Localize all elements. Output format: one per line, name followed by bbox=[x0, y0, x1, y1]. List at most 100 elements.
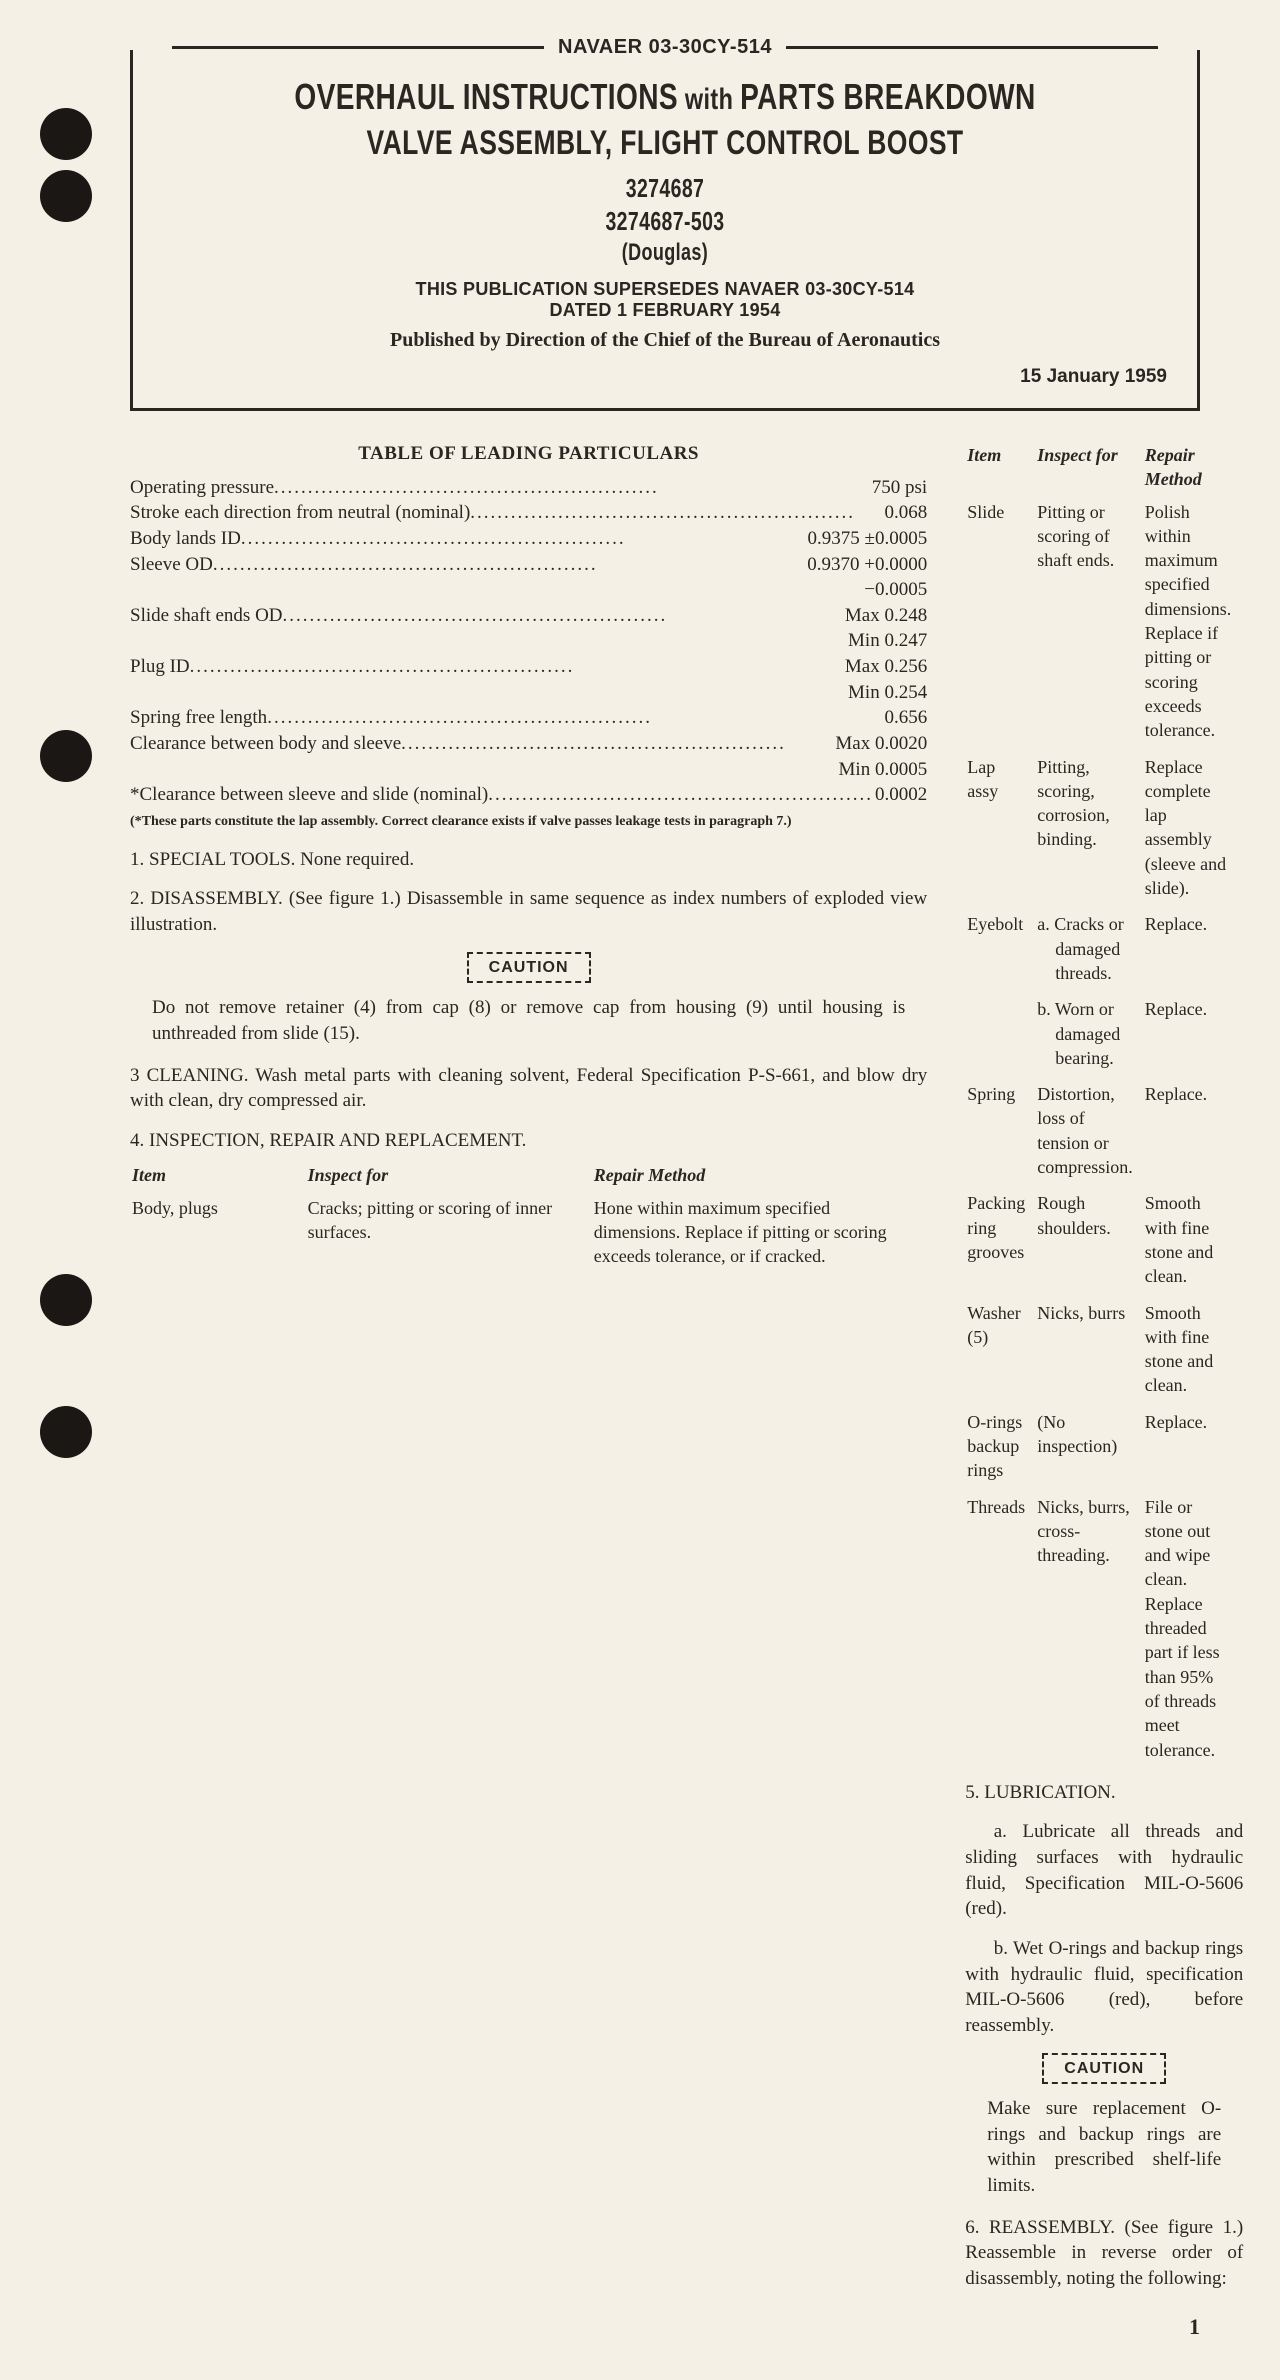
caution-box-1: CAUTION bbox=[130, 952, 927, 984]
title-line-1: OVERHAUL INSTRUCTIONS with PARTS BREAKDO… bbox=[273, 76, 1056, 118]
table-cell: Nicks, burrs, cross-threading. bbox=[1037, 1495, 1142, 1772]
particulars-row: Slide shaft ends OD Max 0.248 bbox=[130, 603, 927, 629]
title-part-b: PARTS BREAKDOWN bbox=[740, 76, 1035, 117]
col-inspect: Inspect for bbox=[1037, 443, 1142, 498]
table-cell: Cracks; pitting or scoring of inner surf… bbox=[308, 1196, 592, 1279]
table-cell: Nicks, burrs bbox=[1037, 1301, 1142, 1408]
table-cell: Smooth with fine stone and clean. bbox=[1145, 1191, 1242, 1298]
section-5a: a. Lubricate all threads and sliding sur… bbox=[965, 1819, 1243, 1922]
table-cell: Hone within maximum specified dimensions… bbox=[594, 1196, 925, 1279]
table-cell: Threads bbox=[967, 1495, 1035, 1772]
particulars-label: Sleeve OD bbox=[130, 552, 213, 578]
supersedes-line-1: THIS PUBLICATION SUPERSEDES NAVAER 03-30… bbox=[163, 279, 1167, 300]
table-cell: Eyebolt bbox=[967, 912, 1035, 995]
particulars-value: Max 0.248 bbox=[843, 603, 927, 629]
table-cell: Replace complete lap assembly (sleeve an… bbox=[1145, 755, 1242, 911]
title-box-header: NAVAER 03-30CY-514 bbox=[133, 36, 1197, 59]
punch-hole bbox=[40, 1406, 92, 1458]
leader-dots bbox=[213, 552, 805, 578]
table-cell: Polish within maximum specified dimensio… bbox=[1145, 500, 1242, 753]
part-number-2: 3274687-503 bbox=[289, 206, 1042, 237]
particulars-label: Slide shaft ends OD bbox=[130, 603, 283, 629]
particulars-label: Operating pressure bbox=[130, 475, 274, 501]
punch-hole bbox=[40, 170, 92, 222]
table-row: ThreadsNicks, burrs, cross-threading.Fil… bbox=[967, 1495, 1241, 1772]
table-cell: (No inspection) bbox=[1037, 1410, 1142, 1493]
table-row: b. Worn or damaged bearing.Replace. bbox=[967, 997, 1241, 1080]
particulars-sub-value: Min 0.247 bbox=[130, 628, 927, 654]
particulars-label: Body lands ID bbox=[130, 526, 241, 552]
table-row: SlidePitting or scoring of shaft ends.Po… bbox=[967, 500, 1241, 753]
document-id: NAVAER 03-30CY-514 bbox=[548, 36, 782, 58]
table-row: Packing ring groovesRough shoulders.Smoo… bbox=[967, 1191, 1241, 1298]
table-row: O-rings backup rings(No inspection)Repla… bbox=[967, 1410, 1241, 1493]
section-4: 4. INSPECTION, REPAIR AND REPLACEMENT. bbox=[130, 1128, 927, 1154]
manufacturer: (Douglas) bbox=[289, 239, 1042, 267]
published-by: Published by Direction of the Chief of t… bbox=[163, 329, 1167, 352]
table-cell bbox=[967, 997, 1035, 1080]
particulars-value: 750 psi bbox=[870, 475, 927, 501]
caution-label: CAUTION bbox=[467, 952, 591, 984]
leader-dots bbox=[488, 782, 873, 808]
table-cell: Replace. bbox=[1145, 912, 1242, 995]
particulars-value: 0.9370 +0.0000 bbox=[805, 552, 927, 578]
content-columns: TABLE OF LEADING PARTICULARS Operating p… bbox=[130, 441, 1200, 2306]
table-row: Lap assyPitting, scoring, corrosion, bin… bbox=[967, 755, 1241, 911]
table-cell: Rough shoulders. bbox=[1037, 1191, 1142, 1298]
table-cell: O-rings backup rings bbox=[967, 1410, 1035, 1493]
particulars-label: Spring free length bbox=[130, 705, 267, 731]
leader-dots bbox=[190, 654, 843, 680]
title-with: with bbox=[678, 83, 740, 116]
particulars-label: Clearance between body and sleeve bbox=[130, 731, 401, 757]
table-cell: b. Worn or damaged bearing. bbox=[1037, 997, 1142, 1080]
table-cell: Replace. bbox=[1145, 1410, 1242, 1493]
inspection-table-right: Item Inspect for Repair Method SlidePitt… bbox=[965, 441, 1243, 1774]
table-row: Washer (5)Nicks, burrsSmooth with fine s… bbox=[967, 1301, 1241, 1408]
table-cell: Pitting or scoring of shaft ends. bbox=[1037, 500, 1142, 753]
particulars-sub-value: Min 0.254 bbox=[130, 680, 927, 706]
col-item: Item bbox=[967, 443, 1035, 498]
title-box: NAVAER 03-30CY-514 OVERHAUL INSTRUCTIONS… bbox=[130, 50, 1200, 411]
particulars-sub-value: Min 0.0005 bbox=[130, 757, 927, 783]
table-cell: Distortion, loss of tension or compressi… bbox=[1037, 1082, 1142, 1189]
section-6: 6. REASSEMBLY. (See figure 1.) Reassembl… bbox=[965, 2215, 1243, 2292]
particulars-row: Spring free length 0.656 bbox=[130, 705, 927, 731]
table-cell: Slide bbox=[967, 500, 1035, 753]
leader-dots bbox=[241, 526, 806, 552]
table-cell: Packing ring grooves bbox=[967, 1191, 1035, 1298]
table-cell: Spring bbox=[967, 1082, 1035, 1189]
leader-dots bbox=[283, 603, 843, 629]
table-cell: Body, plugs bbox=[132, 1196, 306, 1279]
title-line-2: VALVE ASSEMBLY, FLIGHT CONTROL BOOST bbox=[273, 124, 1056, 163]
leader-dots bbox=[267, 705, 882, 731]
particulars-row: Plug IDMax 0.256 bbox=[130, 654, 927, 680]
table-cell: Replace. bbox=[1145, 997, 1242, 1080]
particulars-value: 0.656 bbox=[882, 705, 927, 731]
particulars-table: Operating pressure750 psiStroke each dir… bbox=[130, 475, 927, 808]
particulars-label: *Clearance between sleeve and slide (nom… bbox=[130, 782, 488, 808]
particulars-value: 0.0002 bbox=[873, 782, 927, 808]
particulars-value: Max 0.0020 bbox=[833, 731, 927, 757]
particulars-sub-value: −0.0005 bbox=[130, 577, 927, 603]
publication-date: 15 January 1959 bbox=[163, 366, 1167, 388]
supersedes-line-2: DATED 1 FEBRUARY 1954 bbox=[163, 300, 1167, 321]
caution-box-2: CAUTION bbox=[965, 2053, 1243, 2085]
leader-dots bbox=[401, 731, 833, 757]
leader-dots bbox=[274, 475, 870, 501]
caution-label: CAUTION bbox=[1042, 2053, 1166, 2085]
punch-hole bbox=[40, 108, 92, 160]
col-repair: Repair Method bbox=[594, 1163, 925, 1193]
table-cell: Replace. bbox=[1145, 1082, 1242, 1189]
leader-dots bbox=[470, 500, 882, 526]
col-item: Item bbox=[132, 1163, 306, 1193]
col-inspect: Inspect for bbox=[308, 1163, 592, 1193]
inspection-table-left: Item Inspect for Repair Method Body, plu… bbox=[130, 1161, 927, 1280]
table-row: SpringDistortion, loss of tension or com… bbox=[967, 1082, 1241, 1189]
table-cell: Smooth with fine stone and clean. bbox=[1145, 1301, 1242, 1408]
particulars-value: 0.068 bbox=[882, 500, 927, 526]
table-cell: Pitting, scoring, corrosion, binding. bbox=[1037, 755, 1142, 911]
particulars-footnote: (*These parts constitute the lap assembl… bbox=[130, 814, 927, 831]
section-1: 1. SPECIAL TOOLS. None required. bbox=[130, 847, 927, 873]
particulars-title: TABLE OF LEADING PARTICULARS bbox=[130, 441, 927, 467]
table-cell: Lap assy bbox=[967, 755, 1035, 911]
